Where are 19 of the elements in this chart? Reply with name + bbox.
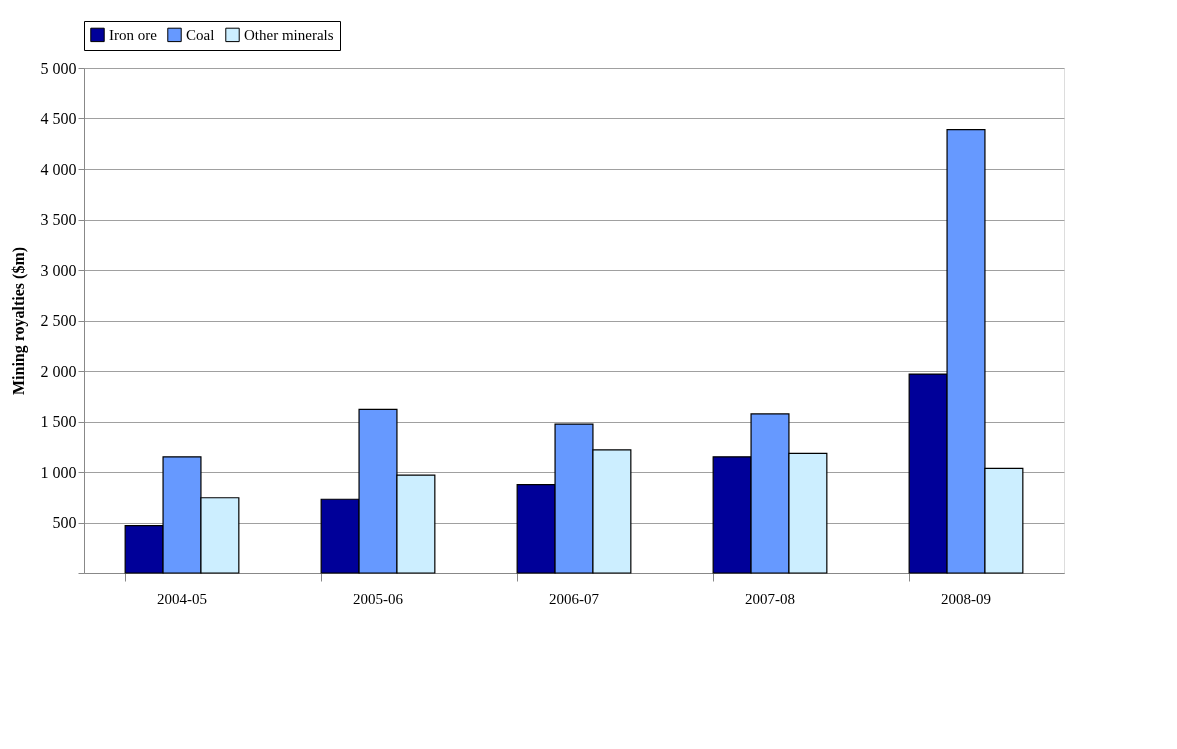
y-tick-label: 1 500 xyxy=(40,413,77,430)
x-tick-label: 2008-09 xyxy=(941,590,991,607)
y-tick-label: 500 xyxy=(52,514,77,531)
x-tick-label: 2007-08 xyxy=(745,590,795,607)
y-tick-label: 2 000 xyxy=(40,362,77,380)
y-axis-title: Mining royalties ($m) xyxy=(9,246,28,396)
y-tick-label: 5 000 xyxy=(40,59,77,77)
y-tick-label: 2 500 xyxy=(40,312,77,329)
y-tick-label: 3 500 xyxy=(40,211,77,228)
y-tick-label: 4 500 xyxy=(40,110,77,127)
x-tick-label: 2006-07 xyxy=(549,590,600,607)
legend-label: Other minerals xyxy=(244,26,334,43)
y-tick-label: 1 000 xyxy=(40,463,77,481)
x-tick-label: 2004-05 xyxy=(157,590,207,607)
legend-label: Coal xyxy=(186,26,215,43)
y-tick-label: 3 000 xyxy=(40,261,77,279)
x-tick-label: 2005-06 xyxy=(353,590,404,607)
legend-label: Iron ore xyxy=(109,26,158,43)
y-tick-label: 4 000 xyxy=(40,160,77,178)
